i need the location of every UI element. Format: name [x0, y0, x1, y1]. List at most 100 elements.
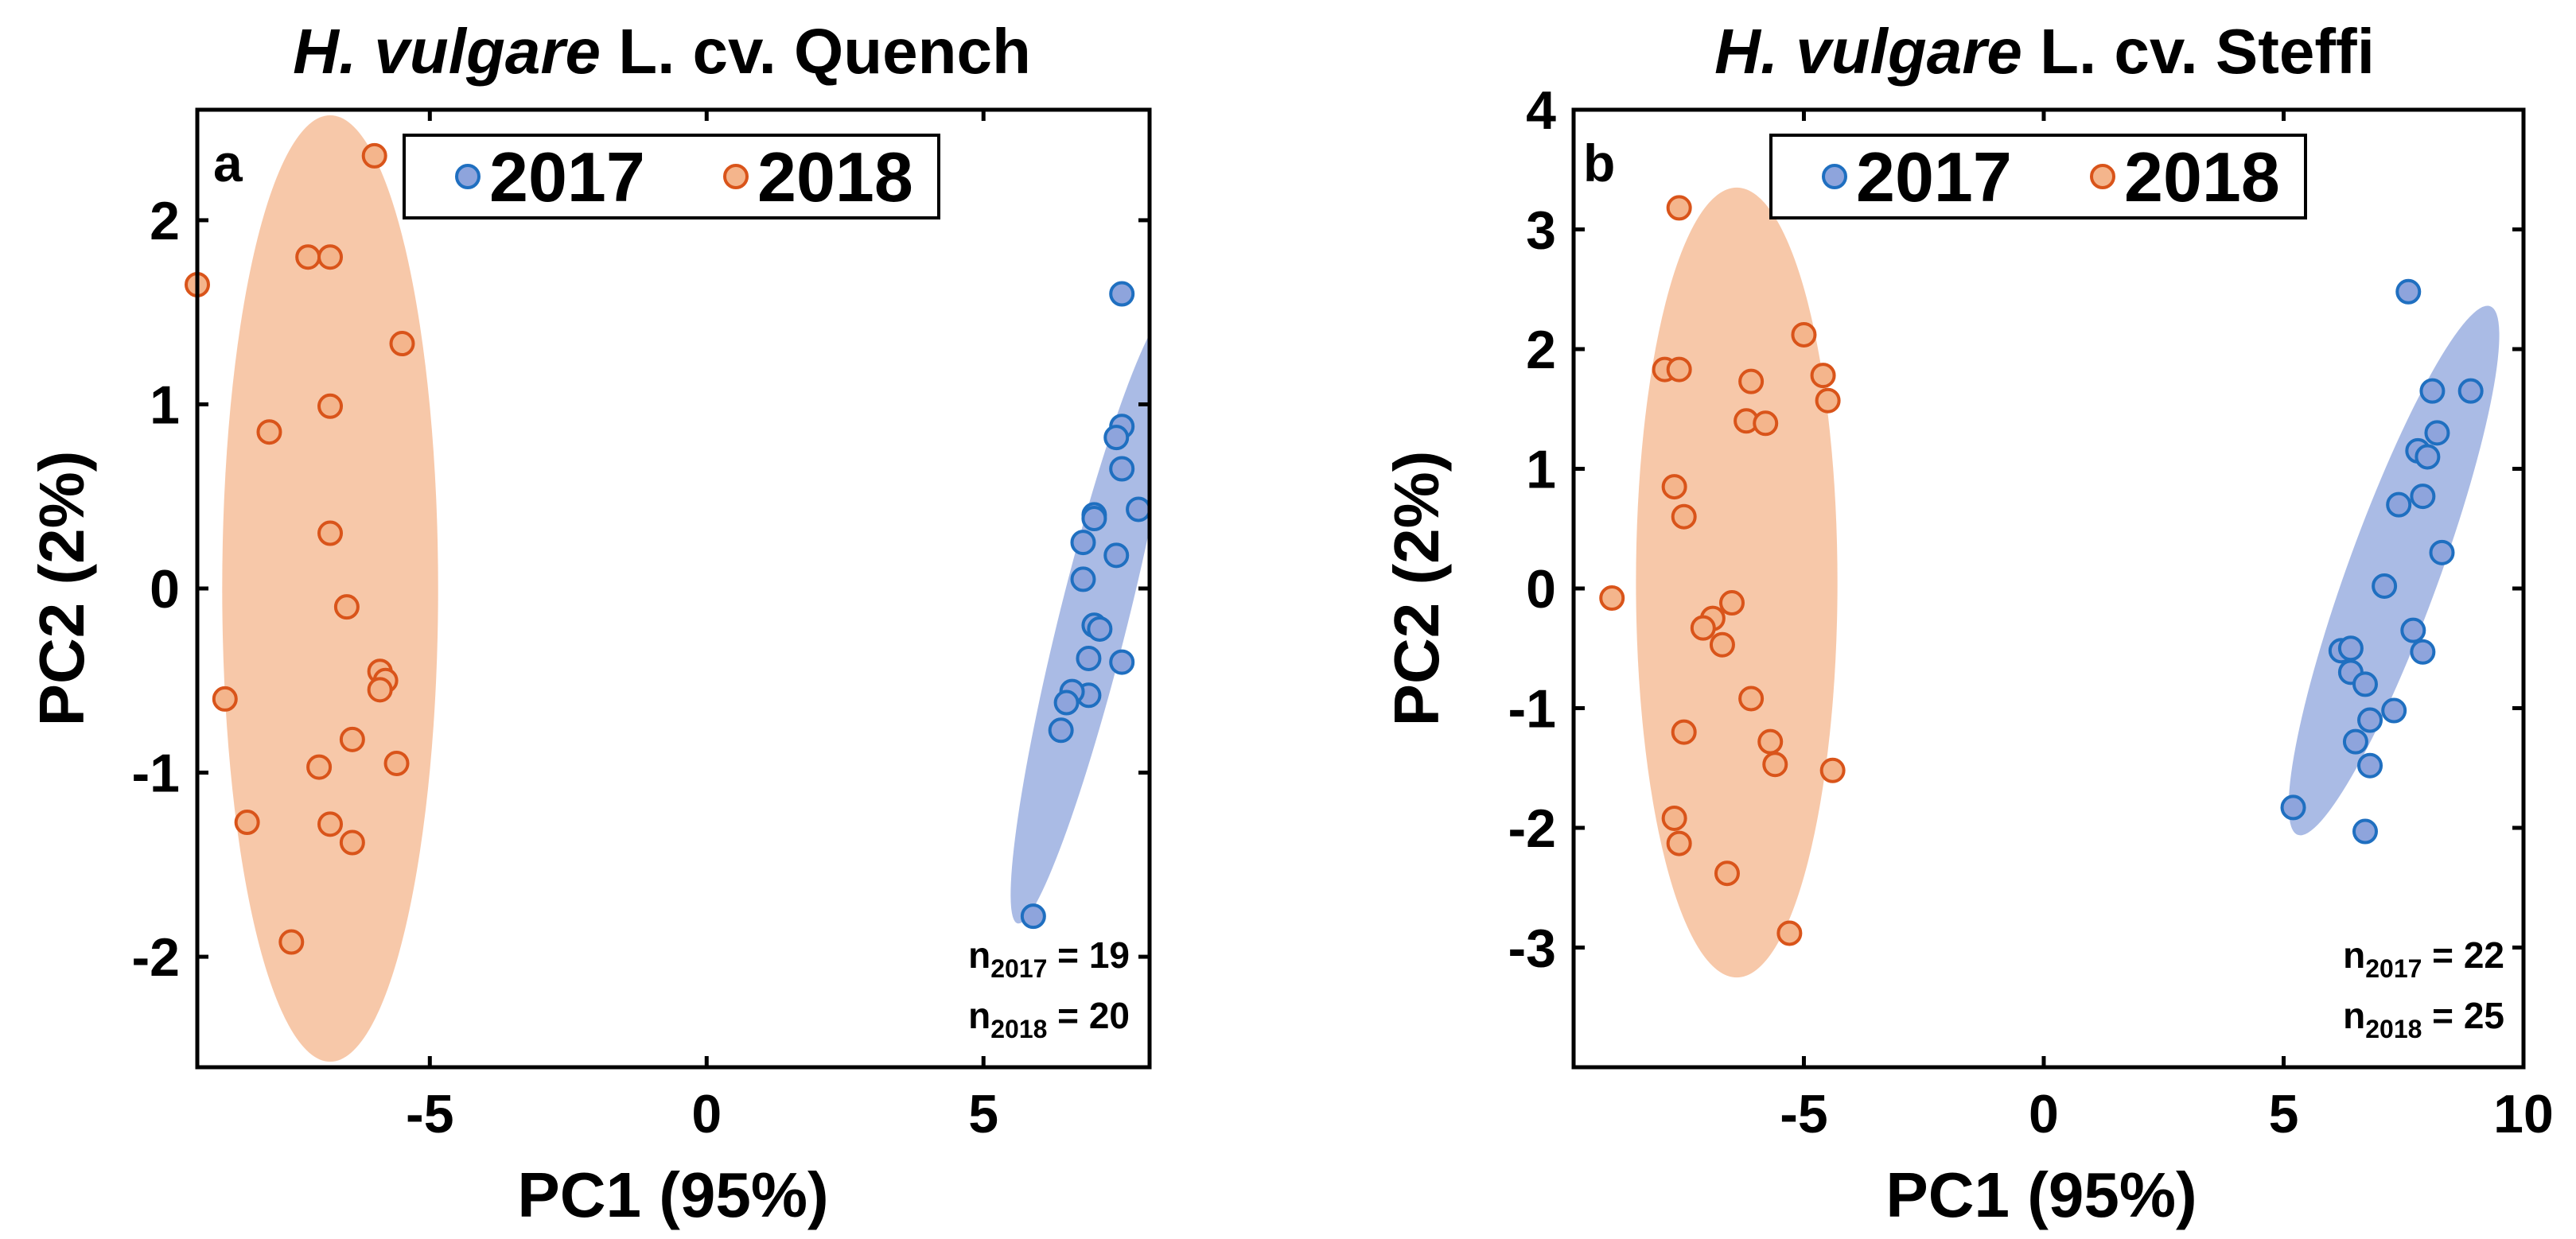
- panel-b-xtick-label-2: 5: [2269, 1084, 2299, 1144]
- panel-b-ytick-label-0: -3: [1508, 919, 1556, 979]
- panel-a-point-2018-2: [295, 244, 321, 270]
- panel-b-point-2018-0: [1666, 195, 1692, 221]
- panel-b-point-2018-4: [1738, 368, 1765, 394]
- panel-b-point-2017-18: [2342, 728, 2368, 755]
- panel-b-point-2017-7: [2386, 491, 2412, 518]
- panel-b-point-2018-16: [1738, 686, 1765, 712]
- panel-a-ytick-label-3: 1: [150, 375, 180, 435]
- panel-b-point-2018-19: [1762, 752, 1788, 778]
- panel-a-point-2017-6: [1081, 506, 1107, 532]
- panel-a-legend: 2017 2018: [403, 134, 940, 219]
- panel-b-ytick-label-5: 2: [1526, 320, 1556, 380]
- panel-a: H. vulgare L. cv. Quench -5 0 5 -2 -1 0 1 2 a 2…: [26, 16, 1152, 1230]
- panel-b-point-2017-0: [2395, 278, 2422, 305]
- panel-b-point-2017-2: [2457, 378, 2484, 404]
- panel-b-y-axis-label: PC2 (2%): [1381, 451, 1452, 727]
- panel-b-legend-marker-2018: [2090, 164, 2115, 189]
- panel-b-point-2018-11: [1599, 585, 1625, 612]
- panel-a-ytick-label-4: 2: [150, 191, 180, 251]
- panel-b-count-2017: n2017 = 22: [2343, 934, 2504, 983]
- panel-a-point-2018-14: [383, 750, 410, 776]
- panel-b-letter: b: [1583, 134, 1615, 192]
- panel-a-y-axis-label: PC2 (2%): [26, 451, 97, 727]
- panel-a-count-2017-sub: 2017: [990, 954, 1047, 983]
- panel-a-title: H. vulgare L. cv. Quench: [293, 16, 1031, 87]
- panel-a-point-2017-3: [1109, 456, 1135, 482]
- panel-a-x-axis-label: PC1 (95%): [517, 1159, 828, 1230]
- panel-b-count-2017-sub: 2017: [2365, 954, 2422, 983]
- panel-b-point-2017-10: [2400, 617, 2426, 643]
- panel-b-legend: 2017 2018: [1769, 134, 2307, 219]
- panel-a-ytick-label-0: -2: [132, 927, 180, 988]
- panel-a-point-2018-13: [339, 726, 365, 752]
- panel-b-point-2017-17: [2357, 707, 2383, 733]
- panel-a-point-2017-4: [1126, 496, 1152, 522]
- panel-b-point-2018-17: [1671, 719, 1697, 745]
- panel-a-point-2018-4: [389, 331, 415, 357]
- panel-b-point-2017-1: [2419, 378, 2446, 404]
- panel-a-points: [185, 142, 1152, 955]
- panel-b-ytick-label-4: 1: [1526, 440, 1556, 500]
- panel-b-ellipse-2018: [1636, 187, 1838, 978]
- panel-a-count-2018: n2018 = 20: [968, 995, 1130, 1043]
- panel-a-count-2017: n2017 = 19: [968, 934, 1130, 983]
- panel-b-point-2018-6: [1815, 387, 1841, 414]
- panel-b-ellipses: [1636, 187, 2500, 978]
- panel-b-legend-label-2017: 2017: [1856, 138, 2012, 216]
- panel-a-point-2017-16: [1053, 689, 1080, 716]
- panel-a-legend-marker-2018: [723, 164, 749, 189]
- panel-b-legend-label-2018: 2018: [2124, 138, 2280, 216]
- panel-b-title: H. vulgare L. cv. Steffi: [1714, 16, 2375, 87]
- panel-b-point-2017-6: [2410, 484, 2436, 510]
- panel-b-point-2017-15: [2352, 671, 2378, 697]
- panel-b-ytick-label-6: 3: [1526, 200, 1556, 261]
- panel-b-point-2018-22: [1666, 830, 1692, 856]
- panel-a-count-2018-rest: = 20: [1047, 995, 1130, 1036]
- panel-a-point-2018-12: [212, 686, 238, 712]
- panel-b-point-2017-19: [2357, 752, 2383, 779]
- panel-b-legend-box: [1769, 134, 2307, 219]
- panel-a-point-2017-12: [1109, 649, 1135, 675]
- panel-b-count-2018-base: n: [2343, 995, 2365, 1036]
- panel-b-point-2018-14: [1690, 615, 1716, 641]
- panel-b-ytick-label-7: 4: [1526, 80, 1556, 141]
- panel-b-point-2018-1: [1791, 321, 1817, 348]
- panel-b-count-2017-base: n: [2343, 934, 2365, 976]
- panel-b-point-2018-10: [1671, 503, 1697, 530]
- panel-b-point-2018-5: [1810, 363, 1836, 389]
- panel-a-point-2018-19: [278, 929, 305, 955]
- panel-b-point-2017-13: [2410, 639, 2436, 665]
- panel-b-point-2018-9: [1661, 474, 1687, 500]
- panel-a-legend-label-2018: 2018: [757, 138, 913, 216]
- panel-a-ytick-label-1: -1: [132, 744, 180, 804]
- panel-b-legend-marker-2017: [1822, 164, 1847, 189]
- panel-a-ellipses: [222, 115, 1150, 1062]
- panel-a-point-2017-0: [1109, 281, 1135, 307]
- panel-a-point-2018-16: [234, 810, 260, 836]
- panel-a-count-2017-rest: = 19: [1047, 934, 1130, 976]
- panel-b-xtick-label-0: -5: [1780, 1084, 1827, 1144]
- panel-a-point-2018-15: [306, 754, 333, 780]
- panel-b-x-axis-label: PC1 (95%): [1885, 1159, 2197, 1230]
- panel-a-point-2018-7: [317, 520, 344, 546]
- panel-a-ticks: -5 0 5 -2 -1 0 1 2: [132, 110, 1150, 1144]
- panel-b-point-2017-5: [2415, 444, 2441, 470]
- panel-a-count-2017-base: n: [968, 934, 990, 976]
- panel-a-title-italic: H. vulgare: [293, 16, 601, 87]
- panel-b-xtick-label-3: 10: [2493, 1084, 2554, 1144]
- panel-a-point-2018-8: [333, 594, 360, 620]
- panel-b-point-2017-20: [2280, 794, 2306, 821]
- panel-b-ellipse-2017: [2288, 305, 2500, 836]
- panel-a-letter: a: [213, 134, 243, 192]
- panel-a-xtick-label-2: 5: [968, 1084, 998, 1144]
- panel-b-ytick-label-3: 0: [1526, 559, 1556, 620]
- panel-a-point-2018-3: [317, 244, 344, 270]
- panel-a-point-2017-2: [1103, 425, 1130, 451]
- panel-b-point-2018-15: [1709, 631, 1735, 658]
- panel-b-count-2018-rest: = 25: [2422, 995, 2504, 1036]
- panel-b-point-2018-20: [1819, 757, 1846, 783]
- panel-b-ytick-label-2: -1: [1508, 679, 1556, 740]
- panel-b-count-2018-sub: 2018: [2365, 1015, 2422, 1043]
- panel-a-legend-box: [403, 134, 940, 219]
